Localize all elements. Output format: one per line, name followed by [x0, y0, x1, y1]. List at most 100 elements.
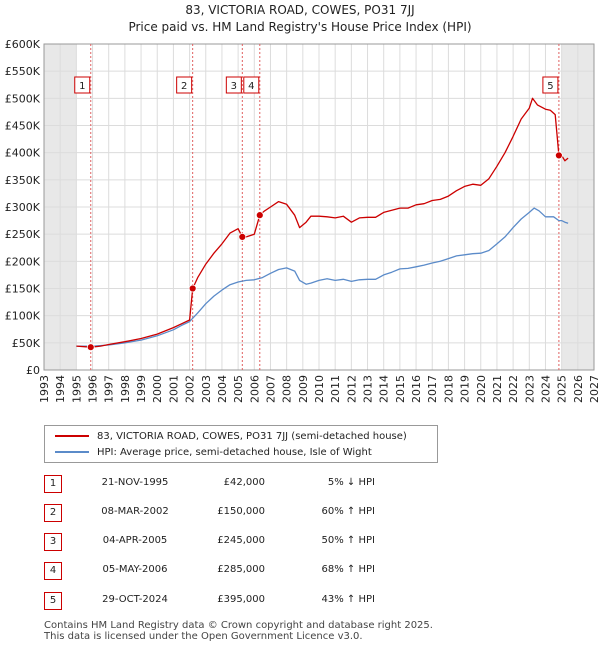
- sale-hpi-change: 50% ↑ HPI: [321, 535, 375, 546]
- sale-hpi-change: 43% ↑ HPI: [321, 594, 375, 605]
- sale-row: 3 04-APR-2005 £245,000 50% ↑ HPI: [0, 533, 600, 553]
- sale-hpi-change: 68% ↑ HPI: [321, 564, 375, 575]
- footer: Contains HM Land Registry data © Crown c…: [44, 620, 433, 642]
- sale-marker-label: 5: [547, 81, 553, 92]
- legend-label-property: 83, VICTORIA ROAD, COWES, PO31 7JJ (semi…: [97, 431, 407, 442]
- x-tick-label: 2019: [459, 375, 472, 403]
- x-tick-label: 2026: [572, 375, 585, 403]
- legend-swatch-blue: [55, 451, 89, 453]
- chart-subtitle: Price paid vs. HM Land Registry's House …: [128, 20, 472, 34]
- x-tick-label: 2016: [410, 375, 423, 403]
- sale-marker-box: [225, 76, 242, 94]
- x-tick-label: 2002: [184, 375, 197, 403]
- y-tick-label: £100K: [5, 310, 41, 323]
- sale-number-badge: 4: [44, 562, 62, 580]
- x-tick-label: 1996: [87, 375, 100, 403]
- x-tick-label: 2014: [378, 375, 391, 403]
- x-tick-label: 2013: [362, 375, 375, 403]
- x-tick-label: 2010: [313, 375, 326, 403]
- sale-point: [554, 151, 563, 160]
- x-tick-label: 2012: [345, 375, 358, 403]
- x-tick-label: 2007: [264, 375, 277, 403]
- sale-date: 29-OCT-2024: [102, 594, 168, 605]
- x-tick-label: 2001: [167, 375, 180, 403]
- x-tick-label: 1997: [103, 375, 116, 403]
- x-tick-label: 2000: [151, 375, 164, 403]
- sale-marker-box: [542, 76, 559, 94]
- y-tick-label: £600K: [5, 38, 41, 51]
- x-tick-label: 2003: [200, 375, 213, 403]
- y-tick-label: £50K: [12, 337, 41, 350]
- legend-swatch-red: [55, 435, 89, 437]
- x-tick-label: 2009: [297, 375, 310, 403]
- y-tick-label: £300K: [5, 201, 41, 214]
- sale-marker-box: [176, 76, 193, 94]
- y-tick-label: £450K: [5, 120, 41, 133]
- hpi-line: [76, 207, 569, 347]
- legend-label-hpi: HPI: Average price, semi-detached house,…: [97, 447, 372, 458]
- sale-hpi-change: 60% ↑ HPI: [321, 506, 375, 517]
- x-tick-label: 2021: [491, 375, 504, 403]
- x-tick-label: 2005: [232, 375, 245, 403]
- legend-item-property: 83, VICTORIA ROAD, COWES, PO31 7JJ (semi…: [55, 430, 407, 444]
- x-tick-label: 2025: [556, 375, 569, 403]
- sale-row: 5 29-OCT-2024 £395,000 43% ↑ HPI: [0, 592, 600, 612]
- sale-price: £395,000: [217, 594, 265, 605]
- x-tick-label: 2008: [281, 375, 294, 403]
- x-tick-label: 2017: [426, 375, 439, 403]
- sale-point: [255, 211, 264, 220]
- x-tick-label: 2015: [394, 375, 407, 403]
- sale-marker-label: 2: [181, 81, 187, 92]
- x-tick-label: 2024: [539, 375, 552, 403]
- x-tick-label: 2018: [442, 375, 455, 403]
- y-tick-label: £400K: [5, 147, 41, 160]
- sale-date: 21-NOV-1995: [101, 477, 169, 488]
- footer-copyright: Contains HM Land Registry data © Crown c…: [44, 620, 433, 631]
- sale-marker-label: 3: [231, 81, 237, 92]
- sale-price: £42,000: [223, 477, 265, 488]
- sale-marker-label: 4: [248, 81, 254, 92]
- x-tick-label: 2006: [248, 375, 261, 403]
- x-tick-label: 1993: [38, 375, 51, 403]
- x-tick-label: 2023: [523, 375, 536, 403]
- x-tick-label: 1994: [54, 375, 67, 403]
- sale-date: 08-MAR-2002: [101, 506, 169, 517]
- chart-title: 83, VICTORIA ROAD, COWES, PO31 7JJ: [185, 3, 415, 17]
- x-tick-label: 2027: [588, 375, 600, 403]
- x-tick-label: 1999: [135, 375, 148, 403]
- sale-number-badge: 3: [44, 533, 62, 551]
- y-tick-label: £500K: [5, 92, 41, 105]
- x-tick-label: 2004: [216, 375, 229, 403]
- x-tick-label: 2022: [507, 375, 520, 403]
- sale-point: [238, 232, 247, 241]
- sale-marker-box: [243, 76, 260, 94]
- sale-point: [188, 284, 197, 293]
- sale-number-badge: 5: [44, 592, 62, 610]
- sale-row: 4 05-MAY-2006 £285,000 68% ↑ HPI: [0, 562, 600, 582]
- y-tick-label: £250K: [5, 228, 41, 241]
- y-tick-label: £200K: [5, 255, 41, 268]
- sale-row: 1 21-NOV-1995 £42,000 5% ↓ HPI: [0, 475, 600, 495]
- sale-point: [86, 343, 95, 352]
- legend: 83, VICTORIA ROAD, COWES, PO31 7JJ (semi…: [44, 425, 438, 463]
- sale-number-badge: 2: [44, 504, 62, 522]
- x-tick-label: 1998: [119, 375, 132, 403]
- property-price-line: [76, 97, 569, 348]
- sale-number-badge: 1: [44, 475, 62, 493]
- sale-row: 2 08-MAR-2002 £150,000 60% ↑ HPI: [0, 504, 600, 524]
- legend-item-hpi: HPI: Average price, semi-detached house,…: [55, 446, 372, 460]
- x-tick-label: 2011: [329, 375, 342, 403]
- y-tick-label: £0: [26, 364, 40, 377]
- plot-frame: [43, 43, 595, 371]
- sale-price: £245,000: [217, 535, 265, 546]
- x-tick-label: 2020: [475, 375, 488, 403]
- sale-date: 05-MAY-2006: [102, 564, 168, 575]
- sale-price: £150,000: [217, 506, 265, 517]
- x-tick-label: 1995: [70, 375, 83, 403]
- y-tick-label: £150K: [5, 283, 41, 296]
- sale-date: 04-APR-2005: [102, 535, 168, 546]
- y-tick-label: £550K: [5, 65, 41, 78]
- sale-price: £285,000: [217, 564, 265, 575]
- sale-hpi-change: 5% ↓ HPI: [327, 477, 375, 488]
